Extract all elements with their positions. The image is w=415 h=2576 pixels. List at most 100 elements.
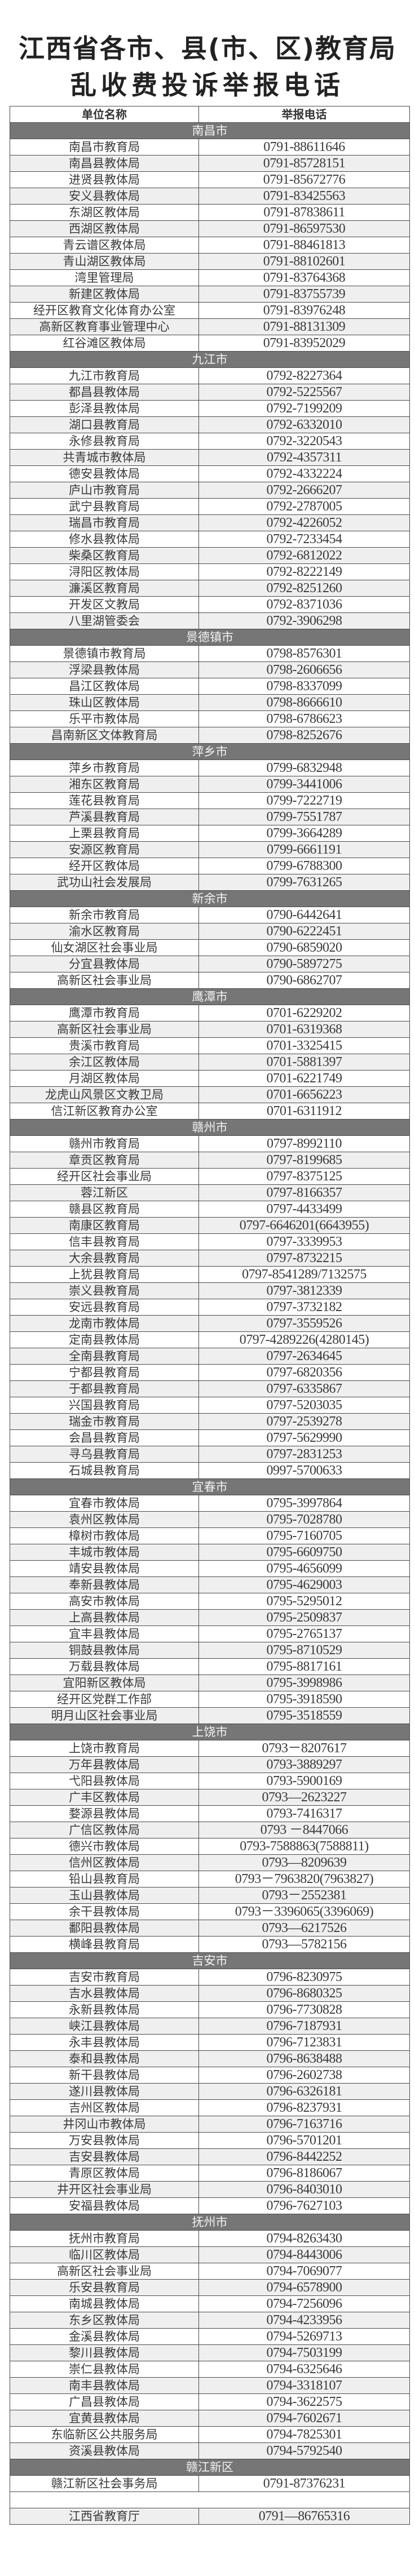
table-row: 庐山市教育局 0792-2666207 [10, 482, 410, 499]
hotline-phone: 0797-2539278 [198, 1413, 410, 1430]
table-row: 蓉江新区 0797-8166357 [10, 1184, 410, 1201]
table-row: 东临新区公共服务局 0794-7825301 [10, 2426, 410, 2443]
unit-name: 万载县教体局 [10, 1658, 199, 1675]
hotline-phone: 0792-3906298 [198, 612, 410, 629]
unit-name: 鹰潭市教育局 [10, 1005, 199, 1021]
table-row: 余干县教体局 0793－3396065(3396069) [10, 1903, 410, 1920]
table-row: 八里湖管委会 0792-3906298 [10, 612, 410, 629]
table-row: 经开区教体局 0799-6788300 [10, 858, 410, 874]
unit-name: 峡江县教体局 [10, 2018, 199, 2035]
hotline-phone: 0790-6859020 [198, 939, 410, 956]
table-row: 广昌县教体局 0794-3622575 [10, 2393, 410, 2410]
unit-name: 上犹县教育局 [10, 1266, 199, 1283]
table-row: 高安市教体局 0795-5295012 [10, 1593, 410, 1610]
table-row: 于都县教育局 0797-6335867 [10, 1380, 410, 1397]
hotline-phone: 0797-8541289/7132575 [198, 1266, 410, 1283]
table-row: 遂川县教体局 0796-6326181 [10, 2083, 410, 2100]
hotline-phone: 0798-8337099 [198, 678, 410, 695]
unit-name: 樟树市教体局 [10, 1527, 199, 1544]
table-row: 黎川县教体局 0794-7503199 [10, 2344, 410, 2361]
unit-name: 吉州区教体局 [10, 2099, 199, 2116]
table-row: 武宁县教育局 0792-2787005 [10, 498, 410, 515]
hotline-phone: 0797-2831253 [198, 1446, 410, 1463]
hotline-phone: 0793－3396065(3396069) [198, 1903, 410, 1920]
unit-name: 开发区文教局 [10, 596, 199, 613]
hotline-phone: 0792-4226052 [198, 514, 410, 531]
hotline-phone: 0792-6332010 [198, 416, 410, 433]
hotline-phone: 0701-6319368 [198, 1021, 410, 1038]
unit-name: 宜黄县教体局 [10, 2410, 199, 2427]
unit-name: 全南县教育局 [10, 1348, 199, 1365]
unit-name: 八里湖管委会 [10, 612, 199, 629]
unit-name: 安义县教体局 [10, 188, 199, 205]
unit-name: 抚州市教育局 [10, 2230, 199, 2247]
unit-name: 南城县教体局 [10, 2295, 199, 2312]
city-section-header: 萍乡市 [10, 743, 410, 760]
unit-name: 庐山市教育局 [10, 482, 199, 499]
column-header-name: 单位名称 [10, 106, 199, 123]
city-name: 鹰潭市 [10, 988, 410, 1005]
hotline-phone: 0791-83976248 [198, 302, 410, 319]
table-row: 上栗县教育局 0799-3664289 [10, 825, 410, 842]
hotline-phone: 0797-8732215 [198, 1250, 410, 1267]
unit-name: 宜春市教体局 [10, 1495, 199, 1512]
hotline-phone: 0797-3812339 [198, 1282, 410, 1299]
unit-name: 遂川县教体局 [10, 2083, 199, 2100]
table-row: 龙南市教体局 0797-3559526 [10, 1315, 410, 1332]
unit-name: 新建区教体局 [10, 286, 199, 303]
unit-name: 鄱阳县教体局 [10, 1920, 199, 1937]
table-row: 吉安县教体局 0796-8442252 [10, 2148, 410, 2165]
table-row: 新余市教育局 0790-6442641 [10, 907, 410, 923]
table-header-row: 单位名称 举报电话 [10, 106, 410, 123]
hotline-phone: 0792-4357311 [198, 449, 410, 466]
table-row: 吉安市教育局 0796-8230975 [10, 1969, 410, 1986]
table-row: 高新区社会事业局 0701-6319368 [10, 1021, 410, 1038]
unit-name: 九江市教育局 [10, 367, 199, 384]
table-row: 新干县教体局 0796-2602738 [10, 2067, 410, 2084]
table-row: 青山湖区教体局 0791-88102601 [10, 253, 410, 270]
unit-name: 西湖区教体局 [10, 220, 199, 237]
hotline-phone: 0795-5295012 [198, 1593, 410, 1610]
table-row: 抚州市教育局 0794-8263430 [10, 2230, 410, 2247]
unit-name: 青山湖区教体局 [10, 253, 199, 270]
hotline-phone: 0797-8992110 [198, 1135, 410, 1152]
unit-name: 广丰区教体局 [10, 1789, 199, 1806]
hotline-phone: 0798-2606656 [198, 661, 410, 678]
hotline-phone: 0797-5629990 [198, 1429, 410, 1446]
hotline-phone: 0791-83952029 [198, 335, 410, 352]
hotline-phone: 0795-2765137 [198, 1625, 410, 1642]
unit-name: 乐安县教育局 [10, 2279, 199, 2296]
table-row: 金溪县教体局 0794-5269713 [10, 2328, 410, 2345]
unit-name: 分宜县教体局 [10, 956, 199, 972]
hotline-phone: 0797-6646201(6643955) [198, 1217, 410, 1234]
hotline-phone: 0795-3998986 [198, 1675, 410, 1691]
hotline-phone: 0792-8222149 [198, 563, 410, 580]
unit-name: 都昌县教体局 [10, 384, 199, 401]
table-row: 信州区教体局 0793—8209639 [10, 1854, 410, 1871]
table-row: 南丰县教体局 0794-3318107 [10, 2377, 410, 2394]
hotline-phone: 0799-6832948 [198, 760, 410, 776]
unit-name: 井冈山市教体局 [10, 2116, 199, 2133]
unit-name: 德安县教体局 [10, 465, 199, 482]
blank-cell [10, 2491, 410, 2508]
hotline-phone: 0795-3518559 [198, 1707, 410, 1724]
table-row: 萍乡市教育局 0799-6832948 [10, 760, 410, 776]
city-name: 新余市 [10, 890, 410, 907]
unit-name: 安福县教体局 [10, 2197, 199, 2214]
unit-name: 龙虎山风景区文教卫局 [10, 1086, 199, 1103]
table-row: 德安县教体局 0792-4332224 [10, 465, 410, 482]
unit-name: 信江新区教育办公室 [10, 1103, 199, 1120]
hotline-phone: 0794-5269713 [198, 2328, 410, 2345]
unit-name: 上饶市教育局 [10, 1740, 199, 1757]
unit-name: 红谷滩区教体局 [10, 335, 199, 352]
table-row: 经开区党群工作部 0795-3918590 [10, 1691, 410, 1708]
unit-name: 柴桑区教育局 [10, 547, 199, 564]
table-row: 永丰县教体局 0796-7123831 [10, 2034, 410, 2051]
hotline-phone: 0792-8251260 [198, 580, 410, 597]
table-row: 定南县教体局 0797-4289226(4280145) [10, 1331, 410, 1348]
hotline-phone: 0797-5203035 [198, 1397, 410, 1414]
hotline-phone: 0796-8237931 [198, 2099, 410, 2116]
hotline-phone: 0701-5881397 [198, 1054, 410, 1071]
hotline-phone: 0791-87838611 [198, 204, 410, 221]
unit-name: 南丰县教体局 [10, 2377, 199, 2394]
